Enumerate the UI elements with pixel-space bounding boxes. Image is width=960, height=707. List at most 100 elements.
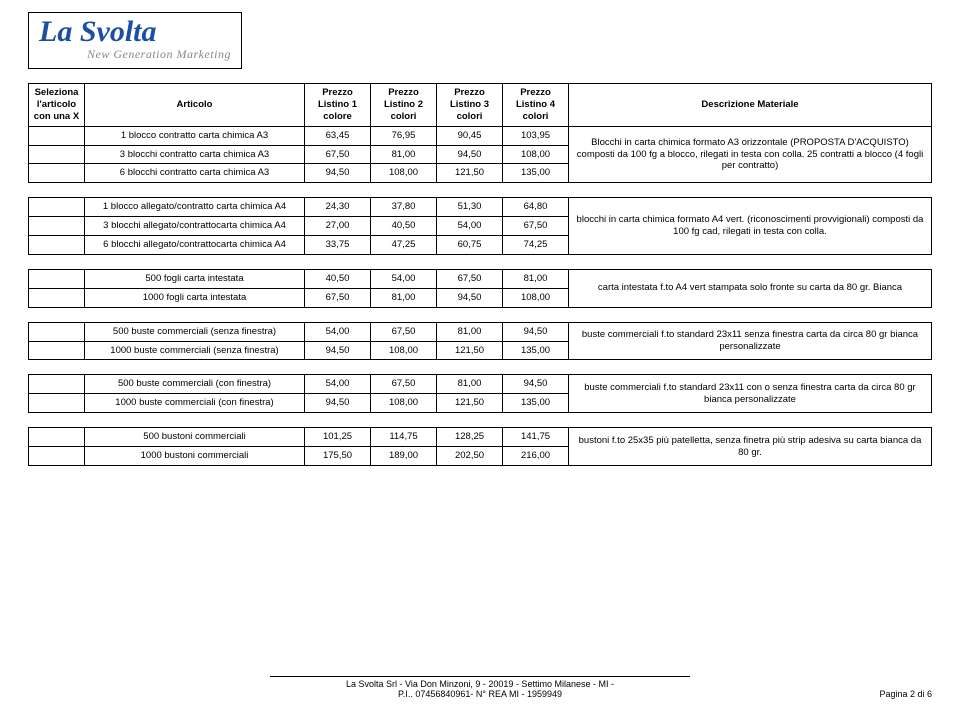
price-cell: 67,50 bbox=[371, 375, 437, 394]
price-cell: 189,00 bbox=[371, 447, 437, 466]
article-cell: 1 blocco allegato/contratto carta chimic… bbox=[85, 198, 305, 217]
selection-cell[interactable] bbox=[29, 288, 85, 307]
logo-box: La Svolta New Generation Marketing bbox=[28, 12, 242, 69]
price-cell: 33,75 bbox=[305, 236, 371, 255]
selection-cell[interactable] bbox=[29, 394, 85, 413]
table-row: 1 blocco contratto carta chimica A363,45… bbox=[29, 126, 932, 145]
price-cell: 67,50 bbox=[503, 217, 569, 236]
col-header-p4: Prezzo Listino 4 colori bbox=[503, 84, 569, 127]
footer: La Svolta Srl - Via Don Minzoni, 9 - 200… bbox=[0, 676, 960, 699]
article-cell: 1000 bustoni commerciali bbox=[85, 447, 305, 466]
article-cell: 3 blocchi contratto carta chimica A3 bbox=[85, 145, 305, 164]
price-group: 500 buste commerciali (senza finestra)54… bbox=[28, 322, 932, 361]
selection-cell[interactable] bbox=[29, 164, 85, 183]
price-cell: 54,00 bbox=[437, 217, 503, 236]
selection-cell[interactable] bbox=[29, 447, 85, 466]
price-cell: 51,30 bbox=[437, 198, 503, 217]
price-cell: 24,30 bbox=[305, 198, 371, 217]
price-cell: 141,75 bbox=[503, 428, 569, 447]
selection-cell[interactable] bbox=[29, 322, 85, 341]
selection-cell[interactable] bbox=[29, 217, 85, 236]
price-cell: 101,25 bbox=[305, 428, 371, 447]
selection-cell[interactable] bbox=[29, 126, 85, 145]
selection-cell[interactable] bbox=[29, 428, 85, 447]
price-group: 500 bustoni commerciali101,25114,75128,2… bbox=[28, 427, 932, 466]
article-cell: 500 buste commerciali (con finestra) bbox=[85, 375, 305, 394]
price-group: 1 blocco allegato/contratto carta chimic… bbox=[28, 197, 932, 255]
col-header-p3: Prezzo Listino 3 colori bbox=[437, 84, 503, 127]
price-cell: 114,75 bbox=[371, 428, 437, 447]
price-cell: 63,45 bbox=[305, 126, 371, 145]
price-table: 500 fogli carta intestata40,5054,0067,50… bbox=[28, 269, 932, 308]
description-cell: carta intestata f.to A4 vert stampata so… bbox=[569, 269, 932, 307]
price-cell: 94,50 bbox=[437, 288, 503, 307]
price-cell: 216,00 bbox=[503, 447, 569, 466]
price-cell: 40,50 bbox=[305, 269, 371, 288]
selection-cell[interactable] bbox=[29, 341, 85, 360]
table-row: 500 buste commerciali (senza finestra)54… bbox=[29, 322, 932, 341]
price-cell: 81,00 bbox=[371, 145, 437, 164]
price-cell: 108,00 bbox=[371, 164, 437, 183]
price-cell: 81,00 bbox=[437, 322, 503, 341]
price-cell: 94,50 bbox=[503, 322, 569, 341]
selection-cell[interactable] bbox=[29, 236, 85, 255]
price-cell: 121,50 bbox=[437, 341, 503, 360]
table-row: 500 buste commerciali (con finestra)54,0… bbox=[29, 375, 932, 394]
article-cell: 1 blocco contratto carta chimica A3 bbox=[85, 126, 305, 145]
price-group: Seleziona l'articolo con una XArticoloPr… bbox=[28, 83, 932, 183]
price-cell: 94,50 bbox=[305, 164, 371, 183]
article-cell: 1000 buste commerciali (senza finestra) bbox=[85, 341, 305, 360]
price-cell: 108,00 bbox=[503, 288, 569, 307]
description-cell: buste commerciali f.to standard 23x11 co… bbox=[569, 375, 932, 413]
table-row: 500 fogli carta intestata40,5054,0067,50… bbox=[29, 269, 932, 288]
price-cell: 94,50 bbox=[437, 145, 503, 164]
description-cell: bustoni f.to 25x35 più patelletta, senza… bbox=[569, 428, 932, 466]
col-header-desc: Descrizione Materiale bbox=[569, 84, 932, 127]
table-row: 500 bustoni commerciali101,25114,75128,2… bbox=[29, 428, 932, 447]
price-cell: 108,00 bbox=[503, 145, 569, 164]
price-table: 500 buste commerciali (con finestra)54,0… bbox=[28, 374, 932, 413]
price-cell: 103,95 bbox=[503, 126, 569, 145]
selection-cell[interactable] bbox=[29, 145, 85, 164]
selection-cell[interactable] bbox=[29, 375, 85, 394]
price-cell: 27,00 bbox=[305, 217, 371, 236]
price-cell: 90,45 bbox=[437, 126, 503, 145]
logo-main: La Svolta bbox=[39, 17, 231, 47]
col-header-p2: Prezzo Listino 2 colori bbox=[371, 84, 437, 127]
price-cell: 128,25 bbox=[437, 428, 503, 447]
price-cell: 94,50 bbox=[503, 375, 569, 394]
price-cell: 37,80 bbox=[371, 198, 437, 217]
col-header-art: Articolo bbox=[85, 84, 305, 127]
description-cell: blocchi in carta chimica formato A4 vert… bbox=[569, 198, 932, 255]
price-cell: 81,00 bbox=[503, 269, 569, 288]
description-cell: Blocchi in carta chimica formato A3 oriz… bbox=[569, 126, 932, 183]
price-table: 1 blocco allegato/contratto carta chimic… bbox=[28, 197, 932, 255]
price-cell: 67,50 bbox=[437, 269, 503, 288]
table-row: 1 blocco allegato/contratto carta chimic… bbox=[29, 198, 932, 217]
selection-cell[interactable] bbox=[29, 269, 85, 288]
price-table: Seleziona l'articolo con una XArticoloPr… bbox=[28, 83, 932, 183]
price-cell: 94,50 bbox=[305, 394, 371, 413]
tables-container: Seleziona l'articolo con una XArticoloPr… bbox=[28, 83, 932, 466]
price-cell: 81,00 bbox=[437, 375, 503, 394]
selection-cell[interactable] bbox=[29, 198, 85, 217]
page-number: Pagina 2 di 6 bbox=[879, 689, 932, 699]
article-cell: 6 blocchi allegato/contrattocarta chimic… bbox=[85, 236, 305, 255]
article-cell: 3 blocchi allegato/contrattocarta chimic… bbox=[85, 217, 305, 236]
footer-line-1: La Svolta Srl - Via Don Minzoni, 9 - 200… bbox=[0, 679, 960, 689]
price-cell: 40,50 bbox=[371, 217, 437, 236]
price-group: 500 buste commerciali (con finestra)54,0… bbox=[28, 374, 932, 413]
footer-line-2: P.I.. 07456840961- N° REA MI - 1959949 bbox=[0, 689, 960, 699]
page: La Svolta New Generation Marketing Selez… bbox=[0, 0, 960, 492]
price-cell: 76,95 bbox=[371, 126, 437, 145]
price-cell: 81,00 bbox=[371, 288, 437, 307]
price-cell: 202,50 bbox=[437, 447, 503, 466]
logo-sub: New Generation Marketing bbox=[39, 47, 231, 62]
price-cell: 94,50 bbox=[305, 341, 371, 360]
price-cell: 108,00 bbox=[371, 394, 437, 413]
article-cell: 500 bustoni commerciali bbox=[85, 428, 305, 447]
col-header-p1: Prezzo Listino 1 colore bbox=[305, 84, 371, 127]
price-cell: 67,50 bbox=[371, 322, 437, 341]
price-cell: 108,00 bbox=[371, 341, 437, 360]
price-cell: 135,00 bbox=[503, 341, 569, 360]
